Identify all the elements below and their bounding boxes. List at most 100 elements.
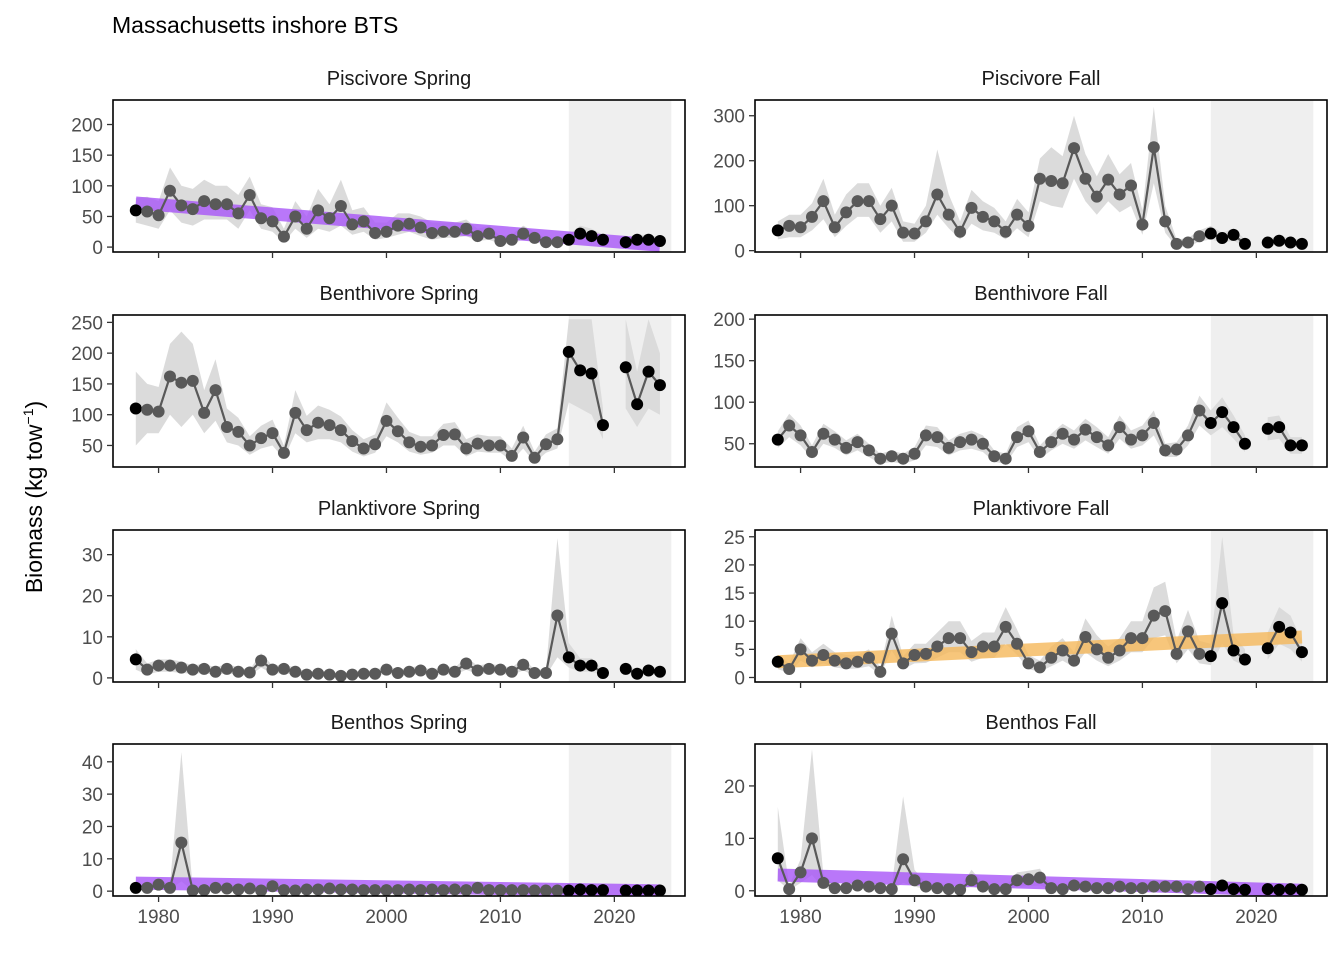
panel-title: Planktivore Fall [973, 498, 1110, 520]
y-axis-label: Biomass (kg tow−1) [20, 401, 47, 593]
data-point [1011, 637, 1024, 650]
data-point [817, 648, 830, 661]
data-point [426, 439, 439, 452]
data-point [1261, 642, 1274, 655]
data-point [817, 427, 830, 440]
data-point [942, 441, 955, 454]
data-point [931, 188, 944, 201]
data-point [596, 419, 609, 432]
data-point [289, 406, 302, 419]
y-tick-label: 100 [71, 177, 103, 198]
data-point [1284, 236, 1297, 249]
data-point [1011, 874, 1024, 887]
data-point [460, 884, 473, 896]
data-point [243, 666, 256, 679]
data-point [976, 640, 989, 653]
data-point [574, 227, 587, 240]
data-point [1273, 234, 1286, 247]
data-point [631, 233, 644, 246]
data-point [1079, 880, 1092, 893]
panel-plot-area [129, 100, 672, 252]
panel-1: Piscivore Spring 0 50 100 150 200 [71, 68, 686, 259]
data-point [965, 201, 978, 214]
y-tick-label: 0 [92, 238, 103, 259]
panel-title: Piscivore Fall [982, 68, 1101, 90]
data-point [931, 640, 944, 653]
data-point [209, 198, 222, 211]
data-point [642, 365, 655, 378]
data-point [289, 884, 302, 896]
data-point [1284, 626, 1297, 639]
figure-title: Massachusetts inshore BTS [112, 12, 398, 38]
y-tick-label: 0 [734, 242, 745, 263]
data-point [942, 883, 955, 896]
data-point [277, 662, 290, 675]
data-point [954, 436, 967, 449]
x-tick-label: 2000 [365, 907, 407, 928]
data-point [1284, 883, 1297, 896]
panel-5: Planktivore Spring 0 10 20 30 [82, 498, 686, 690]
data-point [988, 450, 1001, 463]
data-point [426, 667, 439, 680]
data-point [999, 225, 1012, 238]
data-point [631, 884, 644, 896]
recent-period-shade [568, 744, 672, 896]
data-point [1102, 882, 1115, 895]
data-point [369, 438, 382, 451]
data-point [243, 189, 256, 201]
data-point [1125, 632, 1138, 645]
data-point [528, 231, 541, 244]
panel-plot-area [771, 100, 1314, 252]
panel-8: Benthos Fall 0 10 20 1980 1990 2000 2010 2020 [724, 712, 1328, 928]
data-point [1022, 657, 1035, 670]
data-point [369, 227, 382, 239]
data-point [1068, 433, 1081, 446]
data-point [414, 664, 427, 677]
data-point [232, 207, 245, 220]
data-point [437, 429, 450, 441]
data-point [380, 414, 393, 427]
data-point [152, 405, 165, 418]
data-point [266, 427, 279, 440]
data-point [232, 883, 245, 896]
data-point [1147, 609, 1160, 622]
uncertainty-band [777, 749, 1245, 891]
data-point [266, 880, 279, 893]
data-point [1238, 437, 1251, 450]
panel-title: Benthos Fall [985, 712, 1096, 734]
data-point [209, 384, 222, 397]
data-point [988, 640, 1001, 653]
data-point [220, 882, 233, 895]
data-point [369, 667, 382, 680]
data-point [403, 665, 416, 678]
data-point [346, 435, 359, 448]
y-tick-label: 5 [734, 640, 745, 661]
data-point [380, 663, 393, 676]
data-point [1033, 172, 1046, 185]
data-point [1125, 433, 1138, 446]
data-point [1022, 425, 1035, 438]
data-point [277, 446, 290, 459]
data-point [897, 853, 910, 866]
data-point [460, 657, 473, 670]
data-point [954, 883, 967, 896]
data-point [129, 881, 142, 894]
data-point [1261, 422, 1274, 435]
data-point [403, 883, 416, 896]
data-point [152, 209, 165, 222]
data-point [175, 836, 188, 849]
data-point [517, 658, 530, 671]
y-tick-label: 100 [713, 197, 745, 218]
data-point [619, 884, 632, 896]
data-point [999, 620, 1012, 633]
data-point [175, 199, 188, 212]
data-point [1045, 174, 1058, 187]
data-point [840, 882, 853, 895]
y-tick-label: 0 [734, 882, 745, 903]
panel-border [754, 529, 1328, 683]
data-point [1147, 141, 1160, 154]
panel-border [754, 99, 1328, 253]
data-point [828, 882, 841, 895]
data-point [1295, 883, 1308, 896]
data-point [277, 230, 290, 243]
